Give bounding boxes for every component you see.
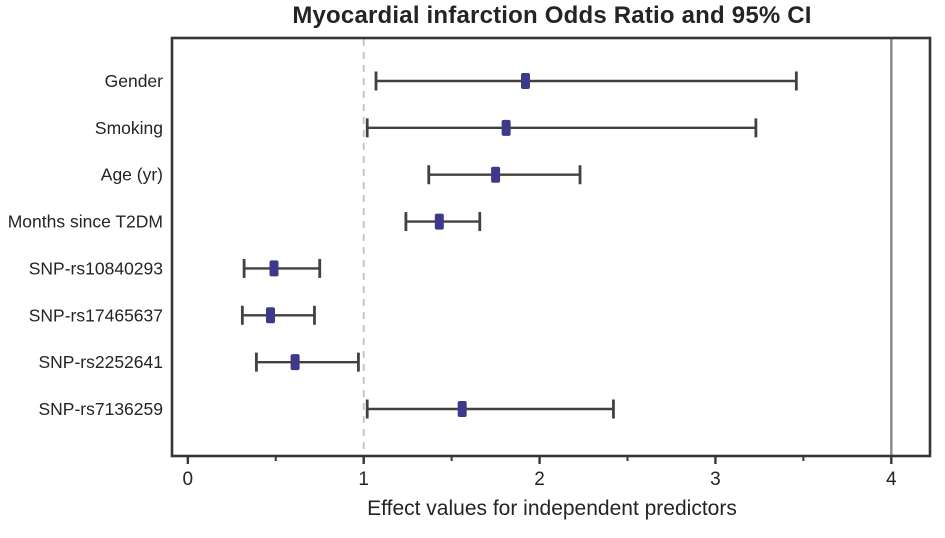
row-label: Gender — [105, 71, 164, 91]
row-label: SNP-rs7136259 — [38, 399, 163, 419]
row-label: SNP-rs10840293 — [29, 258, 163, 278]
odds-ratio-marker — [434, 213, 444, 230]
row-label: SNP-rs17465637 — [29, 305, 163, 325]
odds-ratio-marker — [491, 166, 501, 183]
x-tick-label: 1 — [358, 469, 369, 490]
x-tick-label: 4 — [886, 469, 897, 490]
x-axis-label: Effect values for independent predictors — [367, 497, 737, 520]
odds-ratio-marker — [457, 401, 467, 417]
x-tick-label: 2 — [534, 469, 545, 490]
odds-ratio-marker — [520, 73, 530, 89]
row-label: Smoking — [95, 118, 163, 138]
odds-ratio-marker — [269, 260, 279, 277]
plot-border — [170, 36, 932, 458]
odds-ratio-marker — [265, 307, 275, 324]
x-tick-label: 3 — [710, 469, 721, 490]
row-label: Months since T2DM — [8, 212, 163, 232]
chart-title: Myocardial infarction Odds Ratio and 95%… — [292, 2, 812, 29]
row-label: SNP-rs2252641 — [38, 352, 163, 372]
odds-ratio-marker — [290, 354, 300, 371]
x-tick-label: 0 — [183, 469, 194, 490]
odds-ratio-marker — [501, 119, 511, 136]
row-label: Age (yr) — [101, 165, 163, 185]
